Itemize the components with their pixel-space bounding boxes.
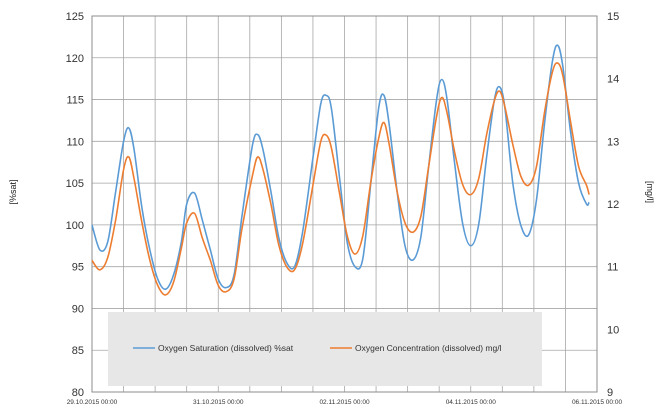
y-tick-right-label: 9 [607,387,613,399]
y-tick-left-label: 95 [72,262,84,274]
legend-label-concentration: Oxygen Concentration (dissolved) mg/l [355,343,502,353]
y-axis-left: 80 85 90 95 100 105 110 115 120 125 [66,11,84,399]
y-tick-left-label: 85 [72,345,84,357]
y-tick-right-label: 11 [607,262,618,274]
x-tick-label: 06.11.2015 00:00 [572,399,623,406]
legend-label-saturation: Oxygen Saturation (dissolved) %sat [158,343,294,353]
y-tick-left-label: 115 [66,95,84,107]
y-axis-right: 9 10 11 12 13 14 15 [607,11,619,399]
y-tick-left-label: 120 [66,53,84,65]
plot-border [91,15,598,393]
x-tick-label: 04.11.2015 00:00 [446,399,497,406]
x-tick-label: 29.10.2015 00:00 [67,399,118,406]
series-line-saturation [91,44,590,291]
series-line-concentration [91,62,590,296]
y-tick-left-label: 80 [72,387,84,399]
y-tick-left-label: 110 [66,136,84,148]
y-tick-right-label: 12 [607,199,619,211]
y-tick-left-label: 90 [72,303,84,315]
legend-box [108,312,542,386]
y-axis-right-label: [mg/l] [645,181,655,203]
x-tick-label: 02.11.2015 00:00 [319,399,370,406]
x-axis: 29.10.2015 00:00 31.10.2015 00:00 02.11.20… [67,399,623,406]
x-tick-label: 31.10.2015 00:00 [193,399,244,406]
series-lines [91,44,590,296]
y-tick-right-label: 14 [607,74,619,86]
y-tick-right-label: 15 [607,11,619,23]
y-tick-left-label: 125 [66,11,84,23]
legend: Oxygen Saturation (dissolved) %sat Oxyge… [108,312,542,386]
y-tick-left-label: 100 [66,220,84,232]
y-tick-right-label: 13 [607,136,619,148]
y-axis-left-label: [%sat] [8,179,18,204]
y-tick-left-label: 105 [66,178,84,190]
y-tick-right-label: 10 [607,324,619,336]
